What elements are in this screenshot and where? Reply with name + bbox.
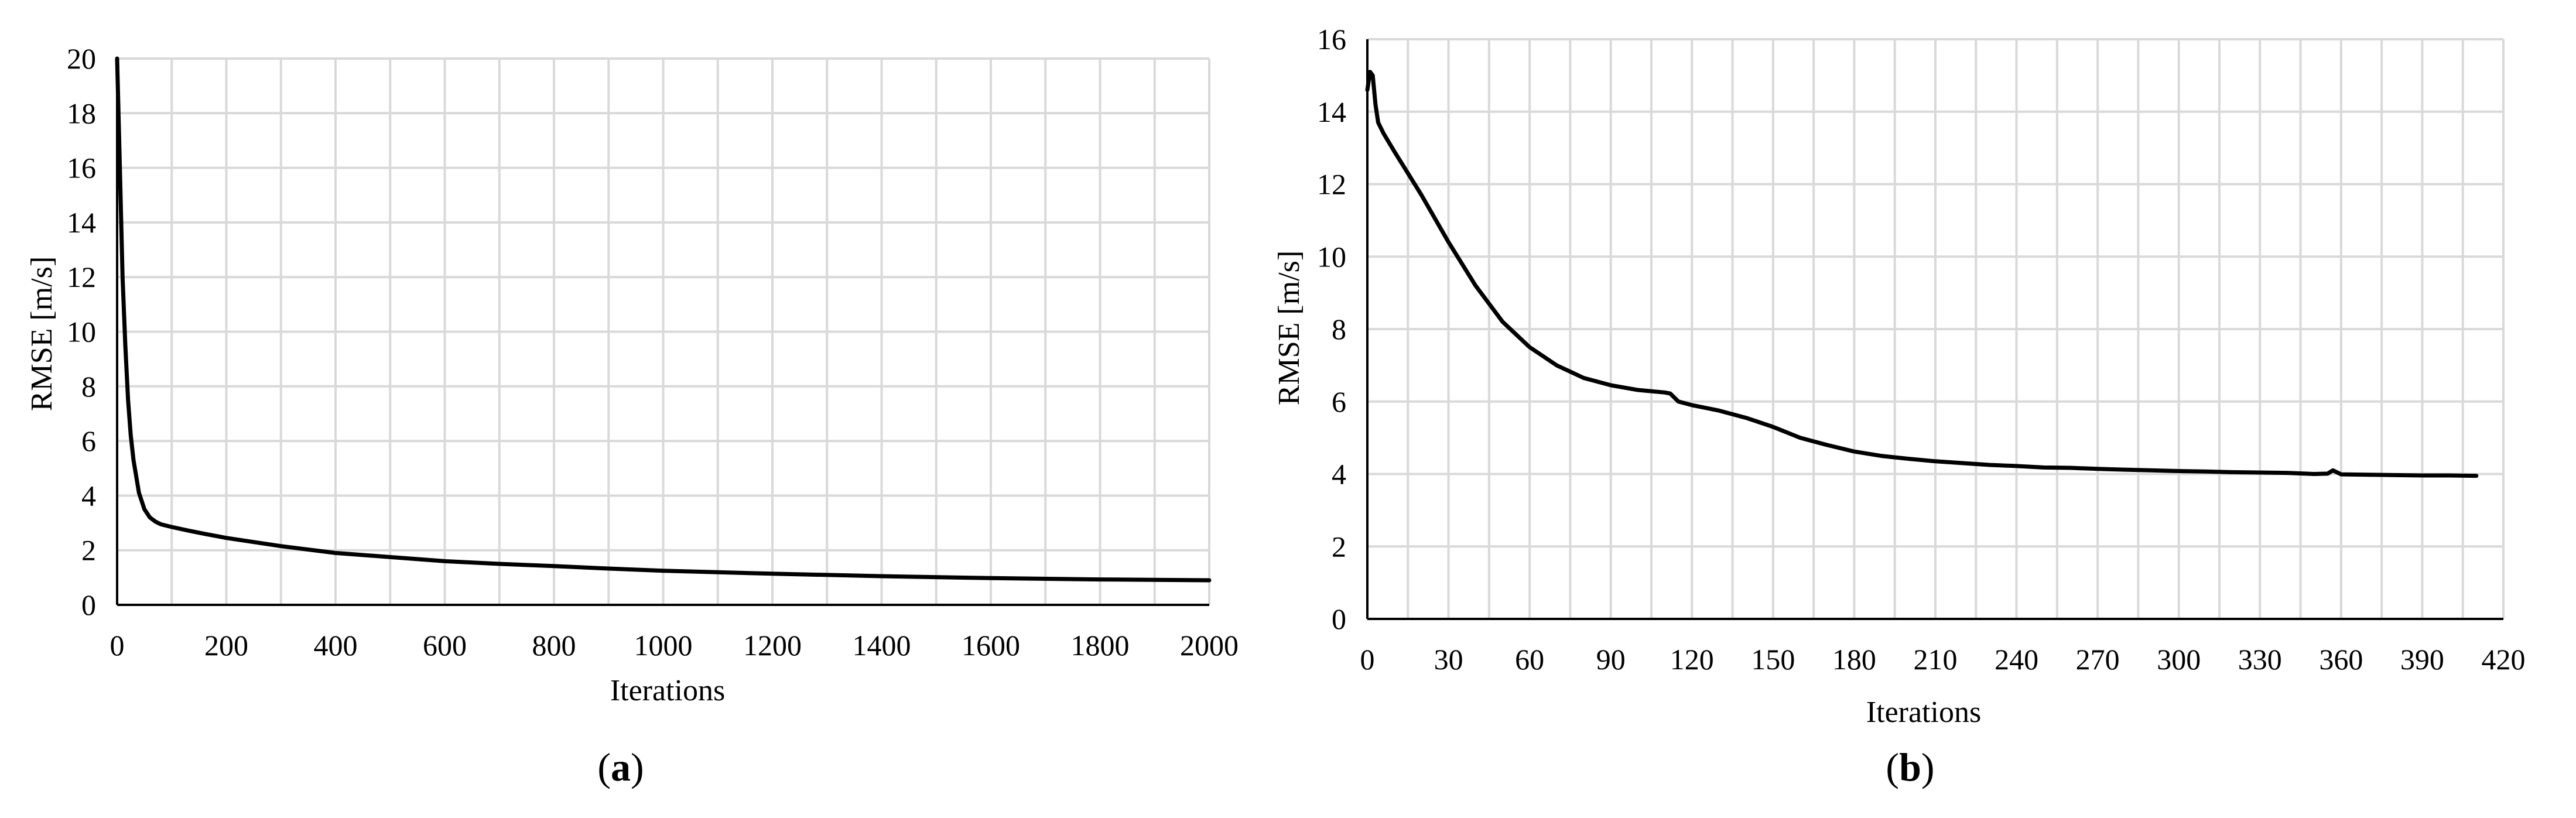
y-tick-labels-b: 0 2 4 6 8 10 12 14 16 (1317, 23, 1346, 635)
y-tick-label-a: 0 (81, 588, 96, 621)
y-tick-label-b: 16 (1317, 23, 1346, 56)
y-tick-label-a: 12 (67, 261, 96, 293)
x-axis-title-b: Iterations (1866, 696, 1981, 729)
x-tick-label-a: 200 (204, 629, 248, 662)
y-tick-labels-a: 0 2 4 6 8 10 12 14 16 18 20 (67, 42, 96, 621)
x-tick-label-b: 30 (1434, 643, 1463, 676)
series-line-b (1365, 70, 2479, 478)
gridlines-a (117, 57, 1210, 605)
x-tick-label-b: 390 (2400, 643, 2444, 676)
y-tick-label-b: 8 (1332, 313, 1346, 345)
x-tick-label-b: 270 (2076, 643, 2120, 676)
x-tick-label-b: 180 (1832, 643, 1876, 676)
x-tick-label-b: 60 (1515, 643, 1544, 676)
y-tick-label-b: 10 (1317, 240, 1346, 273)
x-tick-label-b: 210 (1914, 643, 1958, 676)
x-tick-labels-b: 0 30 60 90 120 150 180 210 240 270 300 330 360 390 420 (1360, 643, 2526, 676)
x-tick-labels-a: 0 200 400 600 800 1000 1200 1400 1600 1800 2000 (110, 629, 1239, 662)
panel-label-letter-a: a (611, 745, 631, 789)
series-layer-a (115, 56, 1212, 583)
y-tick-label-a: 14 (67, 206, 96, 239)
x-tick-label-a: 800 (532, 629, 576, 662)
chart-panel-a: 0 2 4 6 8 10 12 14 16 18 20 0 200 400 600 800 1000 1200 1… (25, 42, 1239, 789)
x-tick-label-b: 120 (1670, 643, 1714, 676)
series-layer-b (1365, 70, 2479, 478)
y-tick-label-a: 16 (67, 152, 96, 184)
x-tick-label-b: 360 (2319, 643, 2363, 676)
y-tick-label-a: 2 (81, 534, 96, 567)
x-tick-label-b: 240 (1995, 643, 2038, 676)
y-tick-label-a: 8 (81, 370, 96, 403)
x-tick-label-a: 1600 (962, 629, 1020, 662)
axes-a (116, 59, 1209, 606)
x-tick-label-b: 0 (1360, 643, 1375, 676)
panel-label-close-a: ) (631, 745, 644, 789)
y-axis-title-b: RMSE [m/s] (1272, 251, 1306, 405)
chart-panel-b: 0 2 4 6 8 10 12 14 16 0 30 60 90 120 150 180 210 240 270 3… (1272, 23, 2526, 789)
y-tick-label-a: 20 (67, 42, 96, 75)
y-tick-label-a: 10 (67, 316, 96, 348)
panel-label-open-a: ( (597, 745, 611, 789)
y-tick-label-b: 6 (1332, 385, 1346, 418)
panel-label-letter-b: b (1899, 745, 1921, 789)
x-tick-label-a: 2000 (1180, 629, 1239, 662)
panel-label-a: (a) (597, 745, 644, 789)
y-tick-label-a: 6 (81, 425, 96, 457)
x-tick-label-b: 330 (2238, 643, 2282, 676)
gridlines-b (1367, 38, 2505, 619)
x-tick-label-a: 1200 (743, 629, 802, 662)
x-axis-title-a: Iterations (610, 674, 725, 707)
y-tick-label-a: 4 (81, 479, 96, 512)
x-tick-label-a: 1800 (1071, 629, 1130, 662)
axes-b (1366, 39, 2503, 620)
x-tick-label-a: 0 (110, 629, 125, 662)
x-tick-label-b: 300 (2157, 643, 2201, 676)
y-tick-label-a: 18 (67, 97, 96, 129)
x-tick-label-b: 420 (2482, 643, 2526, 676)
y-tick-label-b: 0 (1332, 603, 1346, 635)
series-line-a (115, 56, 1212, 583)
y-tick-label-b: 4 (1332, 458, 1346, 491)
panel-label-close-b: ) (1921, 745, 1935, 789)
x-tick-label-a: 400 (314, 629, 358, 662)
panel-label-open-b: ( (1886, 745, 1899, 789)
x-tick-label-a: 1000 (634, 629, 693, 662)
x-tick-label-a: 1400 (853, 629, 911, 662)
y-tick-label-b: 14 (1317, 95, 1346, 128)
y-tick-label-b: 2 (1332, 530, 1346, 563)
y-tick-label-b: 12 (1317, 168, 1346, 201)
y-axis-title-a: RMSE [m/s] (25, 256, 59, 411)
x-tick-label-a: 600 (423, 629, 467, 662)
panel-label-b: (b) (1886, 745, 1934, 789)
x-tick-label-b: 150 (1751, 643, 1795, 676)
x-tick-label-b: 90 (1596, 643, 1626, 676)
